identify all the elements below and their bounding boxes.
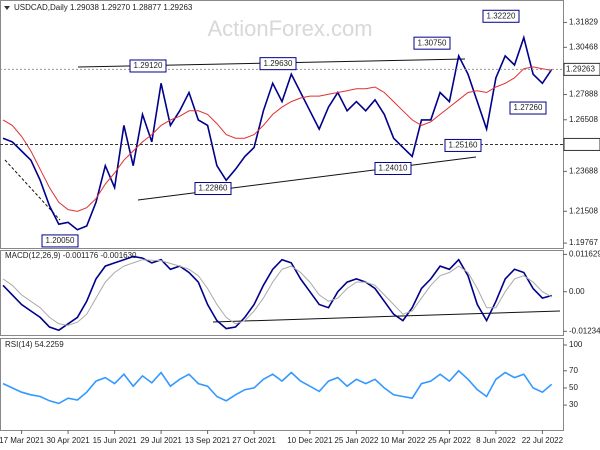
x-tick-label: 27 Oct 2021 [232, 436, 276, 445]
y-tick-label: 0.00 [569, 287, 585, 296]
y-tick-label: 100 [569, 340, 583, 349]
price-label: 1.29263 [566, 64, 595, 73]
y-tick-label: 70 [569, 366, 578, 375]
y-tick-label: 1.23688 [569, 166, 598, 175]
x-tick-label: 25 Jan 2022 [334, 436, 379, 445]
rsi-title: RSI(14) 54.2259 [5, 340, 64, 349]
annotation-label: 1.29630 [264, 59, 293, 68]
annotation-box [194, 182, 232, 196]
y-tick-label: 1.19767 [569, 238, 598, 247]
x-tick-label: 8 Jun 2022 [476, 436, 516, 445]
x-tick-label: 22 Jul 2022 [522, 436, 564, 445]
y-tick-label: 1.27888 [569, 90, 598, 99]
series-line [2, 259, 552, 326]
y-tick-label: 1.31829 [569, 18, 598, 27]
y-tick-label: 1.26508 [569, 115, 598, 124]
x-tick-label: 29 Jul 2021 [140, 436, 182, 445]
series-line [2, 66, 552, 212]
trend-line [212, 310, 561, 323]
annotation-label: 1.32220 [487, 11, 516, 20]
annotation-label: 1.27260 [514, 103, 543, 112]
annotation-label: 1.29120 [134, 61, 163, 70]
x-tick-label: 13 Sep 2021 [185, 436, 231, 445]
x-tick-label: 17 Mar 2021 [0, 436, 45, 445]
annotation-label: 1.22860 [199, 184, 228, 193]
macd-panel [0, 250, 564, 336]
y-tick-label: 50 [569, 383, 578, 392]
annotation-label: 1.25160 [449, 141, 478, 150]
menu-arrow [4, 6, 10, 10]
x-tick-label: 10 Dec 2021 [287, 436, 333, 445]
annotation-box [41, 234, 79, 248]
y-tick-label: 30 [569, 400, 578, 409]
series-line [2, 255, 552, 332]
rsi-panel [0, 338, 564, 431]
series-line [2, 34, 553, 231]
annotation-box [129, 59, 167, 73]
series-line [2, 369, 553, 405]
annotation-box [482, 9, 520, 23]
annotation-label: 1.20050 [46, 236, 75, 245]
macd-title: MACD(12,26,9) -0.001176 -0.001630 [5, 251, 137, 260]
annotation-box [509, 101, 547, 115]
x-tick-label: 25 Apr 2022 [428, 436, 472, 445]
annotation-box [259, 57, 297, 71]
x-tick-label: 15 Jun 2021 [93, 436, 138, 445]
annotation-box [413, 36, 451, 50]
y-tick-label: 0.011629 [569, 250, 600, 259]
y-tick-label: 1.21508 [569, 206, 598, 215]
price-box [563, 62, 600, 76]
watermark: ActionForex.com [207, 16, 372, 41]
trend-line [137, 156, 477, 201]
annotation-box [444, 138, 482, 152]
header: USDCAD,Daily 1.29038 1.29270 1.28877 1.2… [14, 3, 193, 12]
x-tick-label: 10 Mar 2022 [380, 436, 425, 445]
level-box [563, 137, 600, 151]
price-panel [0, 0, 564, 249]
y-tick-label: 1.30468 [569, 42, 598, 51]
annotation-label: 1.30750 [418, 38, 447, 47]
annotation-label: 1.24010 [379, 164, 408, 173]
x-tick-label: 30 Apr 2021 [47, 436, 91, 445]
annotation-box [374, 161, 412, 175]
y-tick-label: -0.012348 [569, 326, 600, 335]
